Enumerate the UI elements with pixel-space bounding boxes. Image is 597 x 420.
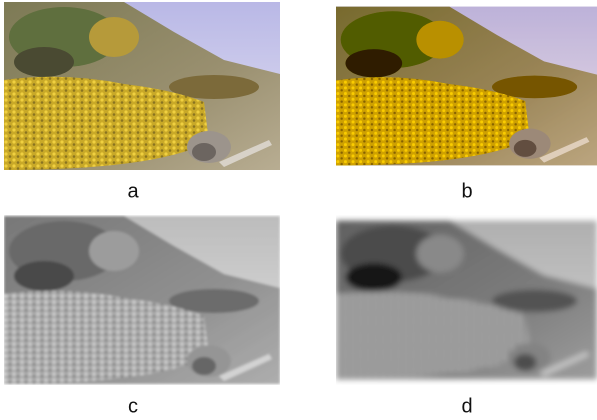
panel-label: c: [128, 395, 138, 417]
image-c: [4, 216, 280, 384]
photo: [336, 221, 597, 380]
panel-label: b: [461, 180, 472, 202]
photo: [4, 2, 280, 170]
image-d: [336, 221, 597, 380]
panel-label: d: [461, 395, 472, 417]
photo: [336, 7, 597, 166]
photo: [4, 216, 280, 384]
image-a: [4, 2, 280, 170]
page: a b c d (() => { const data = JSON.parse…: [0, 0, 597, 420]
panel-label: a: [127, 180, 139, 202]
image-b: [336, 7, 597, 166]
figure: a b c d: [0, 0, 597, 420]
